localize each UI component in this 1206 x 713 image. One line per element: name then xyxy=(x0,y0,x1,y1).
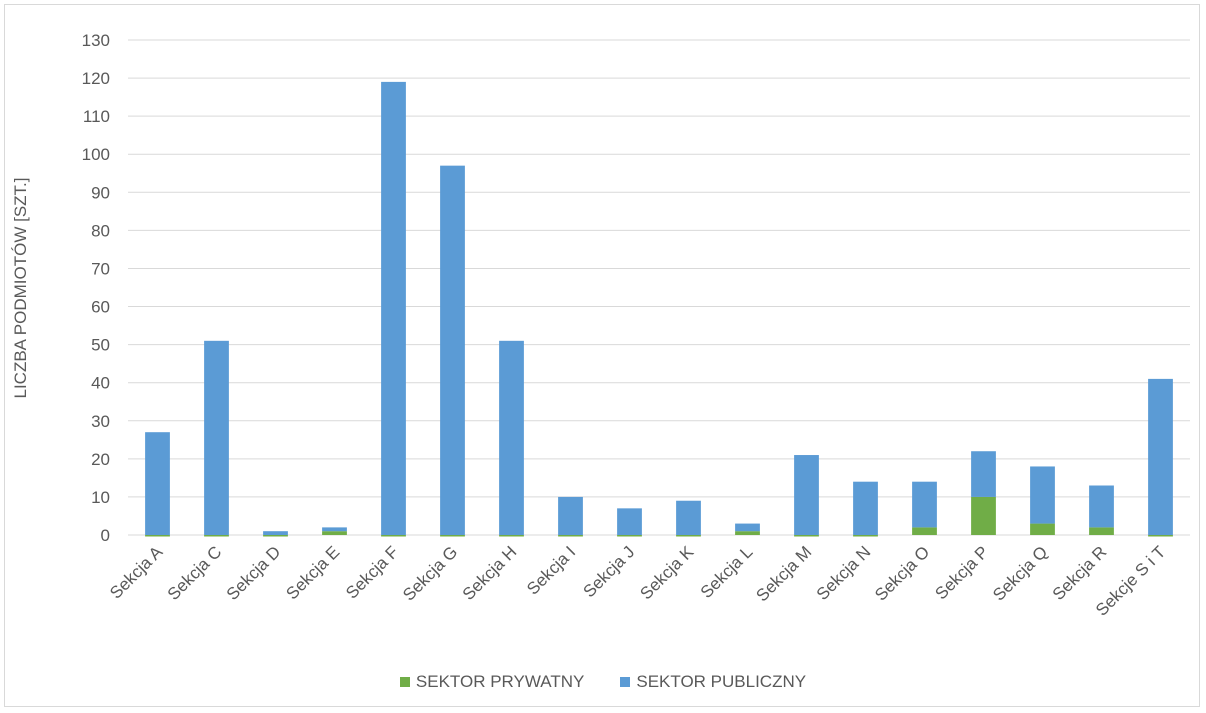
bar-public-7 xyxy=(558,496,583,535)
legend-label-public: SEKTOR PUBLICZNY xyxy=(636,672,807,691)
bar-private-11 xyxy=(794,535,819,537)
bar-public-15 xyxy=(1030,466,1055,524)
x-tick-label: Sekcja F xyxy=(342,542,402,602)
bar-private-4 xyxy=(381,535,406,537)
y-axis-title: LICZBA PODMIOTÓW [SZT.] xyxy=(11,177,30,398)
bar-public-14 xyxy=(971,451,996,497)
y-tick-label: 100 xyxy=(82,145,110,164)
y-tick-label: 0 xyxy=(101,526,110,545)
x-tick-label: Sekcja M xyxy=(752,542,815,605)
bars xyxy=(145,81,1173,537)
bar-private-13 xyxy=(912,527,937,535)
bar-public-3 xyxy=(322,527,347,532)
y-tick-label: 30 xyxy=(91,412,110,431)
x-tick-label: Sekcja Q xyxy=(989,542,1051,604)
x-tick-label: Sekcja P xyxy=(931,542,992,603)
bar-public-2 xyxy=(263,531,288,535)
legend-label-private: SEKTOR PRYWATNY xyxy=(415,672,585,691)
y-tick-label: 20 xyxy=(91,450,110,469)
bar-private-12 xyxy=(853,535,878,537)
legend-swatch-private xyxy=(399,677,410,687)
x-tick-label: Sekcja L xyxy=(697,542,757,602)
bar-public-9 xyxy=(676,500,701,535)
bar-private-16 xyxy=(1089,527,1114,535)
y-tick-label: 10 xyxy=(91,488,110,507)
y-tick-label: 90 xyxy=(91,183,110,202)
bar-private-8 xyxy=(617,535,642,537)
bar-private-2 xyxy=(263,535,288,537)
legend-swatch-public xyxy=(620,677,631,687)
bar-public-11 xyxy=(794,455,819,535)
bar-public-1 xyxy=(204,340,229,535)
bar-private-15 xyxy=(1030,523,1055,535)
bar-public-4 xyxy=(381,81,406,535)
y-tick-label: 80 xyxy=(91,221,110,240)
y-tick-label: 60 xyxy=(91,298,110,317)
chart-frame xyxy=(4,4,1200,707)
x-tick-label: Sekcja I xyxy=(523,542,579,598)
y-tick-label: 130 xyxy=(82,31,110,50)
legend-item-public: SEKTOR PUBLICZNY xyxy=(620,672,806,692)
bar-public-13 xyxy=(912,481,937,528)
y-tick-label: 120 xyxy=(82,69,110,88)
bar-public-10 xyxy=(735,523,760,532)
bar-private-6 xyxy=(499,535,524,537)
bar-public-5 xyxy=(440,165,465,535)
bar-private-7 xyxy=(558,535,583,537)
x-tick-label: Sekcja H xyxy=(459,542,521,604)
bar-private-0 xyxy=(145,535,170,537)
bar-private-1 xyxy=(204,535,229,537)
y-tick-label: 40 xyxy=(91,374,110,393)
bar-public-6 xyxy=(499,340,524,535)
x-tick-label: Sekcja K xyxy=(636,542,697,603)
x-tick-label: Sekcja A xyxy=(106,542,167,603)
bar-private-3 xyxy=(322,531,347,535)
x-tick-label: Sekcja C xyxy=(164,542,226,604)
y-tick-label: 50 xyxy=(91,336,110,355)
bar-private-14 xyxy=(971,496,996,535)
x-tick-label: Sekcja E xyxy=(282,542,343,603)
legend: SEKTOR PRYWATNY SEKTOR PUBLICZNY xyxy=(0,672,1206,692)
bar-public-12 xyxy=(853,481,878,535)
y-tick-label: 110 xyxy=(83,107,110,126)
legend-item-private: SEKTOR PRYWATNY xyxy=(399,672,585,692)
bar-private-5 xyxy=(440,535,465,537)
x-tick-label: Sekcja O xyxy=(871,542,933,604)
x-tick-label: Sekcja D xyxy=(223,542,285,604)
gridlines xyxy=(128,39,1190,536)
bar-private-9 xyxy=(676,535,701,537)
bar-public-16 xyxy=(1089,485,1114,528)
x-tick-label: Sekcja N xyxy=(813,542,875,604)
bar-public-0 xyxy=(145,432,170,535)
x-tick-label: Sekcja G xyxy=(399,542,461,604)
y-axis-ticks: 0 10 20 30 40 50 60 70 80 90 100 110 120 130 xyxy=(82,31,110,545)
x-tick-label: Sekcja R xyxy=(1049,542,1111,604)
bar-private-17 xyxy=(1148,535,1173,537)
bar-private-10 xyxy=(735,531,760,535)
y-tick-label: 70 xyxy=(91,259,110,278)
x-tick-label: Sekcja J xyxy=(579,542,638,601)
bar-public-8 xyxy=(617,508,642,535)
bar-public-17 xyxy=(1148,378,1173,535)
